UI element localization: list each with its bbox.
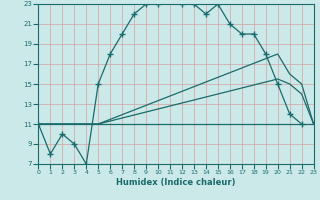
- X-axis label: Humidex (Indice chaleur): Humidex (Indice chaleur): [116, 178, 236, 187]
